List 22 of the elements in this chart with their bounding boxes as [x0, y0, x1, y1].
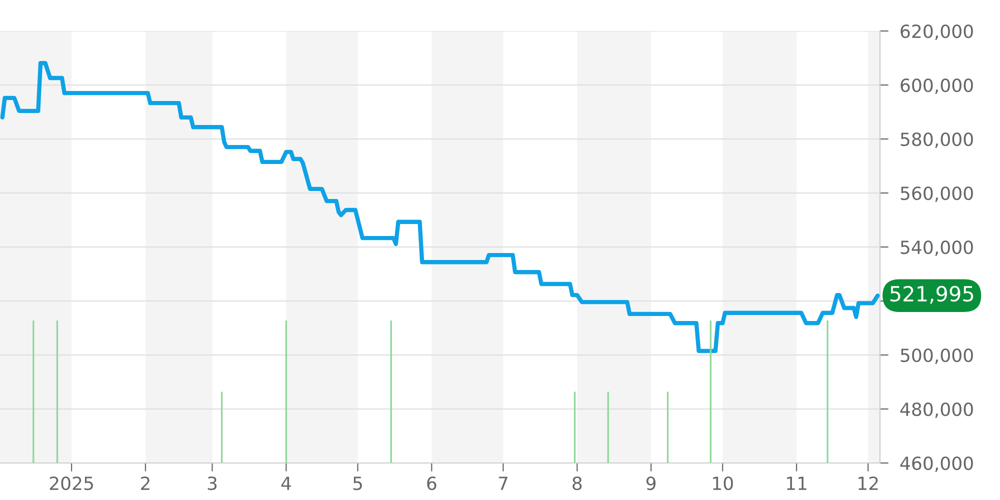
x-tick-label: 12	[858, 476, 878, 490]
y-tick-label: 600,000	[900, 78, 973, 94]
y-tick-label: 480,000	[900, 402, 973, 418]
x-tick-label: 9	[646, 476, 656, 490]
y-tick-label: 540,000	[900, 240, 973, 256]
y-tick-label: 460,000	[900, 456, 973, 472]
x-tick-label: 8	[572, 476, 582, 490]
x-tick-label: 4	[281, 476, 291, 490]
x-tick-label: 10	[713, 476, 733, 490]
x-tick-label: 6	[427, 476, 436, 490]
x-tick-label: 7	[498, 476, 508, 490]
x-tick-label: 5	[353, 476, 362, 490]
y-tick-label: 500,000	[900, 348, 973, 364]
y-tick-label: 620,000	[900, 24, 973, 40]
y-tick-label: 560,000	[900, 186, 973, 202]
x-tick-label: 11	[787, 476, 806, 490]
x-tick-label: 3	[208, 476, 217, 490]
x-tick-label: 2	[141, 476, 150, 490]
x-tick-label: 2025	[50, 476, 93, 490]
y-tick-label: 580,000	[900, 132, 973, 148]
line-series	[0, 61, 880, 354]
annotation: 521,995	[890, 286, 974, 304]
